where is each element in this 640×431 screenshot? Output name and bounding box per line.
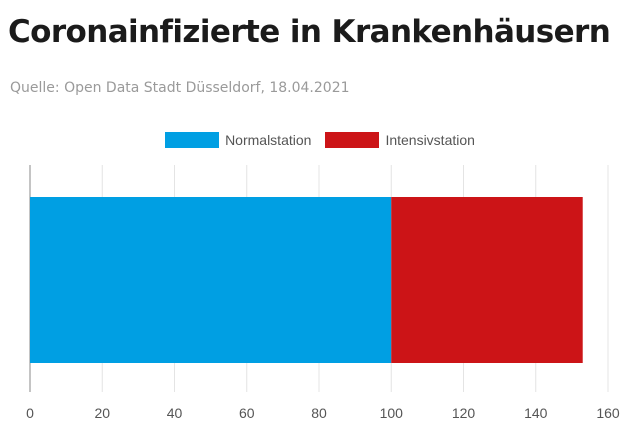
legend-swatch-intensivstation — [325, 132, 380, 148]
x-tick-label: 100 — [380, 405, 404, 421]
x-tick-label: 0 — [26, 405, 34, 421]
legend-label-intensivstation: Intensivstation — [385, 132, 475, 148]
x-tick-label: 120 — [452, 405, 476, 421]
legend: Normalstation Intensivstation — [0, 132, 640, 148]
legend-swatch-normalstation — [165, 132, 220, 148]
x-tick-label: 160 — [596, 405, 620, 421]
x-axis: 0 20 40 60 80 100 120 140 160 — [26, 405, 620, 421]
chart-source: Quelle: Open Data Stadt Düsseldorf, 18.0… — [10, 80, 350, 96]
bar-segment-normalstation[interactable] — [30, 197, 392, 363]
x-tick-label: 140 — [524, 405, 548, 421]
legend-label-normalstation: Normalstation — [225, 132, 312, 148]
bars — [30, 197, 583, 363]
legend-item-normalstation[interactable]: Normalstation — [165, 132, 311, 148]
bar-segment-intensivstation[interactable] — [391, 197, 583, 363]
x-tick-label: 20 — [94, 405, 110, 421]
x-tick-label: 60 — [239, 405, 255, 421]
x-tick-label: 80 — [311, 405, 327, 421]
chart-title: Coronainfizierte in Krankenhäusern — [8, 14, 611, 50]
legend-item-intensivstation[interactable]: Intensivstation — [325, 132, 475, 148]
x-tick-label: 40 — [167, 405, 183, 421]
